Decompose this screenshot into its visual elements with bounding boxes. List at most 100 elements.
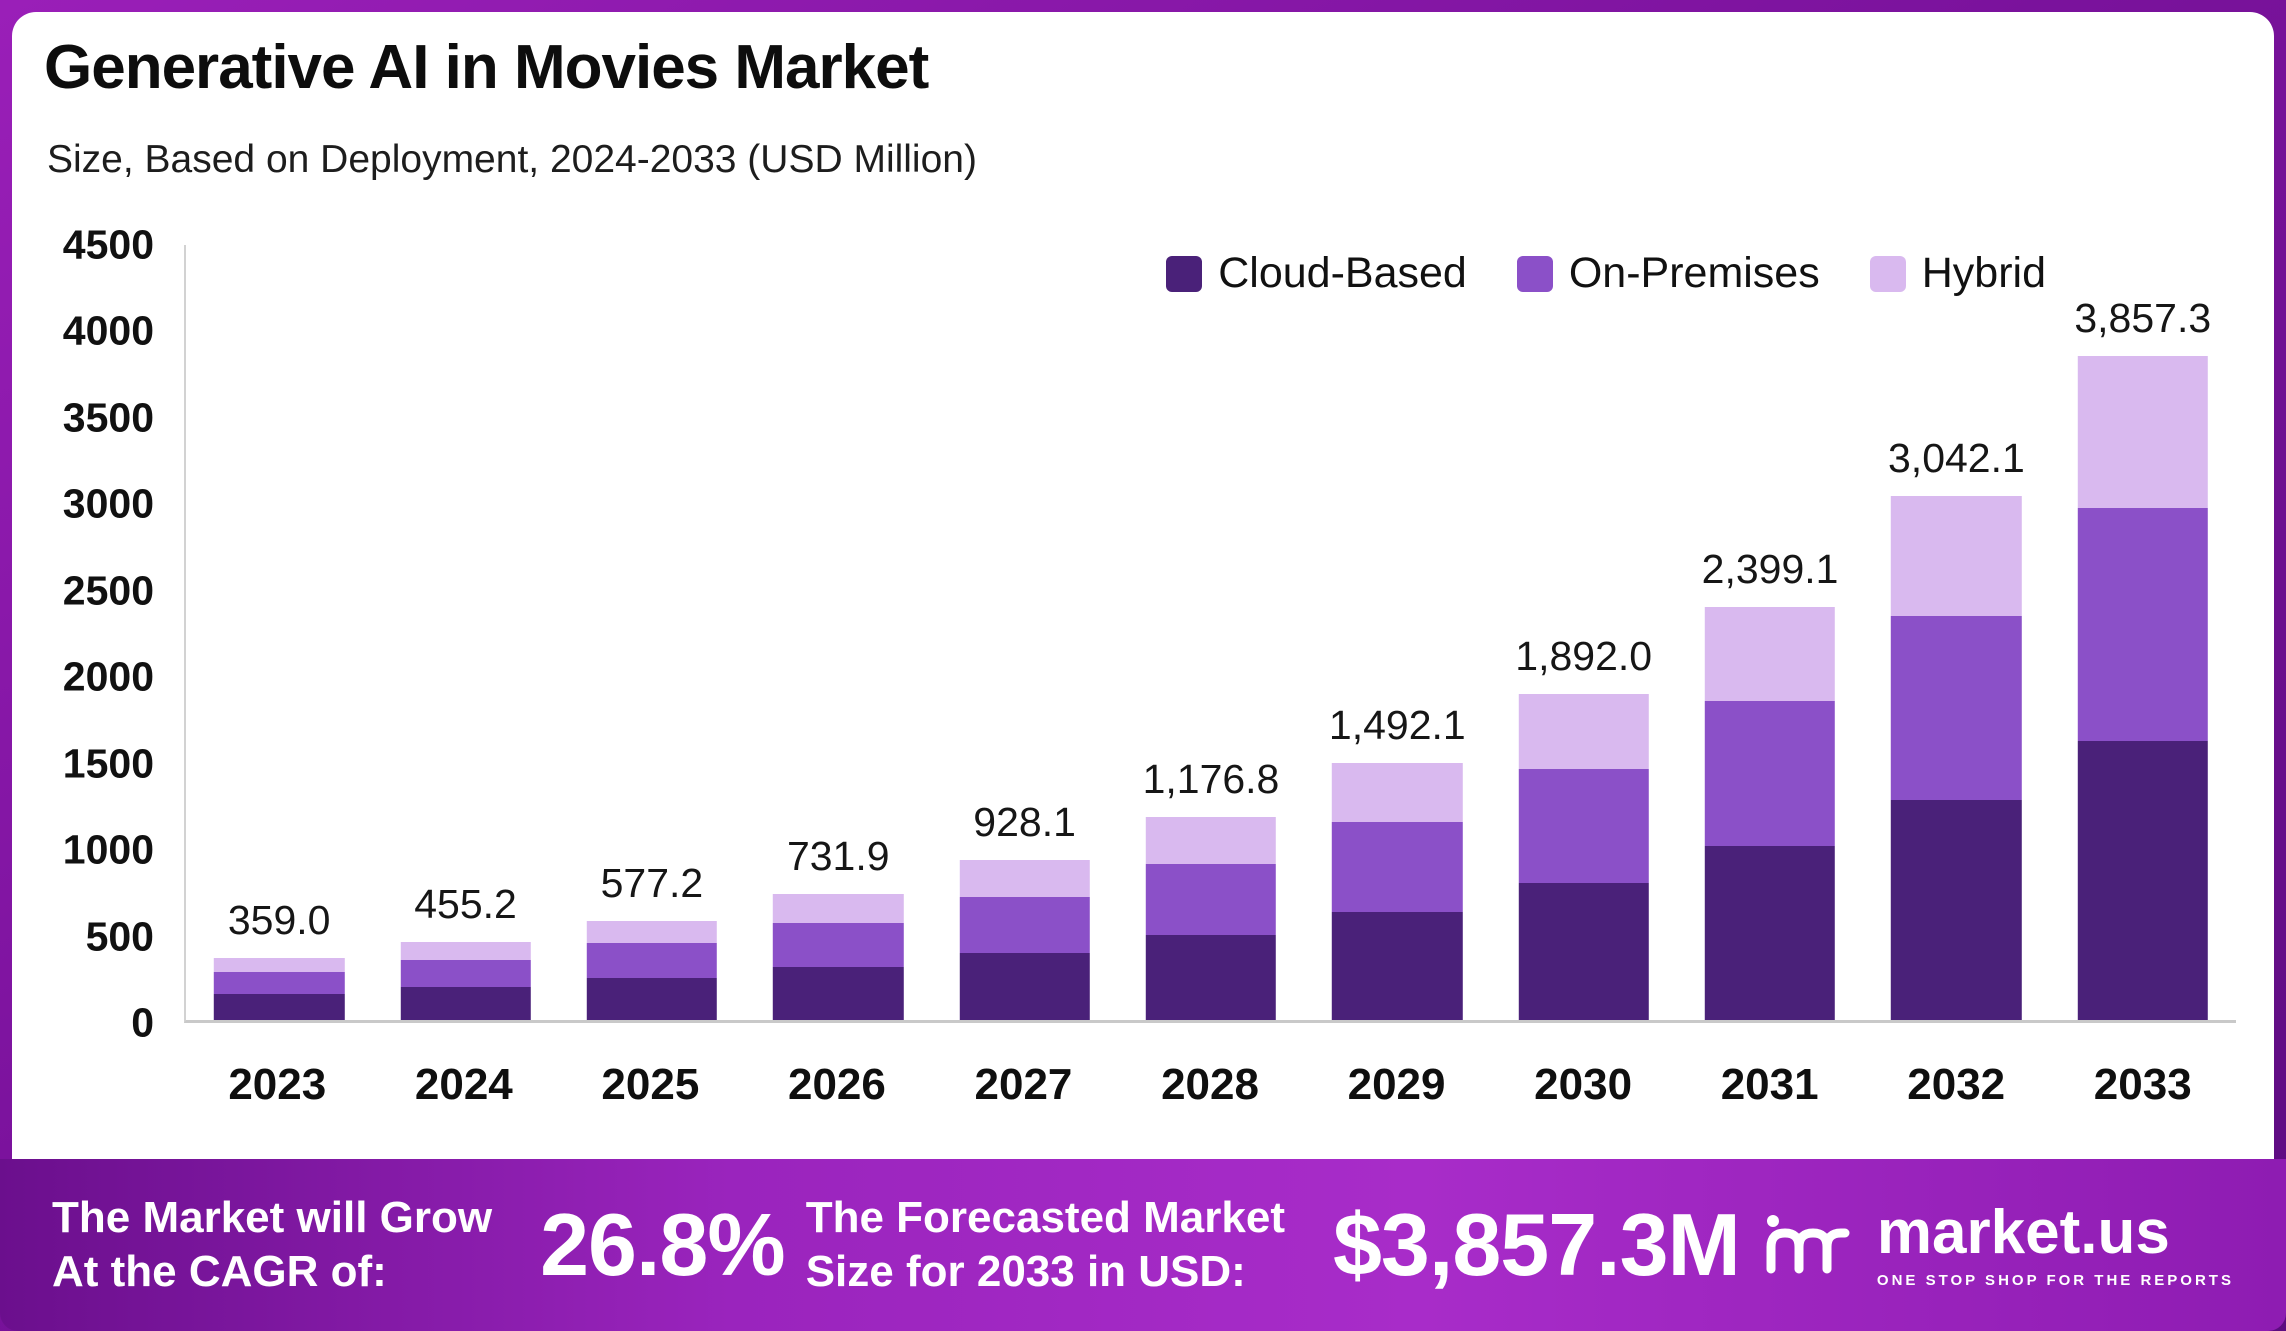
brand-name: market.us: [1876, 1197, 2170, 1267]
y-tick-label: 1000: [62, 826, 154, 873]
bar-value-label: 731.9: [786, 832, 890, 879]
chart-card: Generative AI in Movies Market Size, Bas…: [12, 12, 2274, 1159]
stacked-bar: [1891, 496, 2022, 1020]
bar-column: 359.0: [186, 245, 372, 1020]
brand-lockup: market.us ONE STOP SHOP FOR THE REPORTS: [1761, 1197, 2234, 1289]
bar-value-label: 928.1: [973, 799, 1076, 846]
bar-column: 1,892.0: [1491, 245, 1677, 1020]
x-axis-label: 2028: [1161, 1060, 1259, 1109]
bar-segment-on-premises: [959, 896, 1090, 953]
y-tick-label: 2000: [62, 653, 154, 700]
forecast-label: The Forecasted Market Size for 2033 in U…: [806, 1191, 1285, 1298]
page-subtitle: Size, Based on Deployment, 2024-2033 (US…: [47, 138, 977, 181]
bar-segment-hybrid: [1704, 606, 1836, 702]
bar-segment-on-premises: [1332, 821, 1463, 913]
bar-column: 455.2: [372, 245, 558, 1020]
bar-column: 1,492.1: [1304, 245, 1490, 1020]
bar-value-label: 577.2: [600, 859, 704, 906]
forecast-group: The Forecasted Market Size for 2033 in U…: [806, 1191, 1741, 1298]
x-axis-label: 2032: [1907, 1060, 2006, 1109]
bar-value-label: 455.2: [414, 880, 517, 927]
bar-column: 928.1: [931, 245, 1117, 1020]
bar-segment-hybrid: [1145, 817, 1277, 864]
bar-value-label: 359.0: [227, 897, 331, 944]
x-axis-label: 2029: [1347, 1060, 1446, 1109]
x-axis-label: 2025: [601, 1060, 700, 1109]
y-tick-label: 2500: [62, 567, 154, 614]
y-tick-label: 1500: [62, 740, 154, 787]
bar-segment-hybrid: [586, 920, 718, 944]
bar-segment-on-premises: [586, 943, 718, 979]
bar-segment-cloud-based: [1704, 846, 1836, 1020]
bar-segment-hybrid: [2077, 355, 2208, 508]
bar-value-label: 1,176.8: [1142, 756, 1280, 803]
legend-swatch: [1166, 255, 1203, 292]
forecast-label-line2: Size for 2033 in USD:: [805, 1247, 1246, 1296]
x-axis: 2023 2024 2025 2026 2027 2028 2029 2030 2031 2032…: [184, 1060, 2236, 1110]
forecast-label-line1: The Forecasted Market: [805, 1193, 1285, 1243]
bar-segment-hybrid: [213, 958, 345, 973]
legend-swatch: [1869, 255, 1906, 292]
bar-segment-on-premises: [773, 922, 904, 968]
bar-segment-hybrid: [1891, 496, 2022, 616]
y-tick-label: 3000: [62, 480, 154, 527]
stacked-bar: [2077, 355, 2208, 1020]
legend-label: Hybrid: [1921, 249, 2046, 297]
bar-segment-on-premises: [2077, 507, 2208, 742]
stacked-bar: [586, 920, 718, 1020]
bar-value-label: 1,492.1: [1328, 702, 1466, 749]
bar-segment-cloud-based: [773, 967, 904, 1020]
bar-segment-on-premises: [213, 972, 345, 995]
legend-swatch: [1516, 255, 1553, 292]
bar-segment-on-premises: [1145, 863, 1277, 935]
cagr-label-line1: The Market will Grow: [52, 1193, 493, 1243]
bar-column: 3,042.1: [1863, 245, 2049, 1020]
legend-label: Cloud-Based: [1218, 249, 1467, 297]
y-tick-label: 4500: [62, 221, 154, 268]
forecast-value: $3,857.3M: [1332, 1195, 1741, 1294]
bar-column: 731.9: [745, 245, 931, 1020]
bar-segment-on-premises: [1518, 768, 1649, 884]
bar-value-label: 3,042.1: [1888, 435, 2025, 482]
stacked-bar: [400, 941, 531, 1020]
bar-segment-cloud-based: [1332, 912, 1463, 1020]
legend-item: Hybrid: [1869, 249, 2046, 298]
x-axis-label: 2030: [1534, 1060, 1633, 1109]
bar-segment-cloud-based: [1891, 799, 2022, 1020]
stacked-bar: [1332, 763, 1463, 1020]
bar-segment-hybrid: [773, 893, 904, 923]
bar-value-label: 3,857.3: [2074, 294, 2212, 341]
bar-segment-hybrid: [1332, 763, 1463, 822]
brand-text: market.us ONE STOP SHOP FOR THE REPORTS: [1876, 1197, 2234, 1289]
y-tick-label: 3500: [62, 394, 154, 441]
bar-column: 1,176.8: [1118, 245, 1304, 1020]
legend-item: On-Premises: [1516, 249, 1820, 298]
y-tick-label: 500: [85, 913, 154, 960]
bar-segment-cloud-based: [1145, 934, 1277, 1020]
x-axis-label: 2023: [228, 1060, 327, 1109]
footer-band: The Market will Grow At the CAGR of: 26.…: [0, 1159, 2286, 1331]
stacked-bar: [213, 958, 345, 1020]
legend-item: Cloud-Based: [1166, 249, 1467, 298]
stacked-bar: [1145, 817, 1277, 1020]
bar-segment-cloud-based: [400, 987, 531, 1020]
bar-segment-on-premises: [1891, 615, 2022, 800]
cagr-label-line2: At the CAGR of:: [52, 1247, 387, 1296]
stacked-bar: [959, 860, 1090, 1020]
x-axis-label: 2024: [414, 1060, 513, 1109]
page-title: Generative AI in Movies Market: [44, 33, 929, 102]
bar-columns: 359.0 455.2 577.2 731.9 928.1 1,176.8 1,492.1 1…: [186, 245, 2236, 1020]
x-axis-label: 2026: [787, 1060, 886, 1109]
bar-column: 2,399.1: [1677, 245, 1863, 1020]
bar-segment-on-premises: [1704, 701, 1836, 847]
stacked-bar: [1704, 606, 1836, 1020]
y-tick-label: 0: [131, 999, 154, 1046]
bar-column: 577.2: [559, 245, 745, 1020]
bar-segment-cloud-based: [586, 978, 718, 1020]
bar-value-label: 1,892.0: [1515, 633, 1653, 680]
bar-segment-hybrid: [400, 941, 531, 960]
cagr-label: The Market will Grow At the CAGR of:: [52, 1191, 492, 1298]
bar-segment-cloud-based: [213, 994, 345, 1020]
bar-segment-cloud-based: [1518, 883, 1649, 1020]
